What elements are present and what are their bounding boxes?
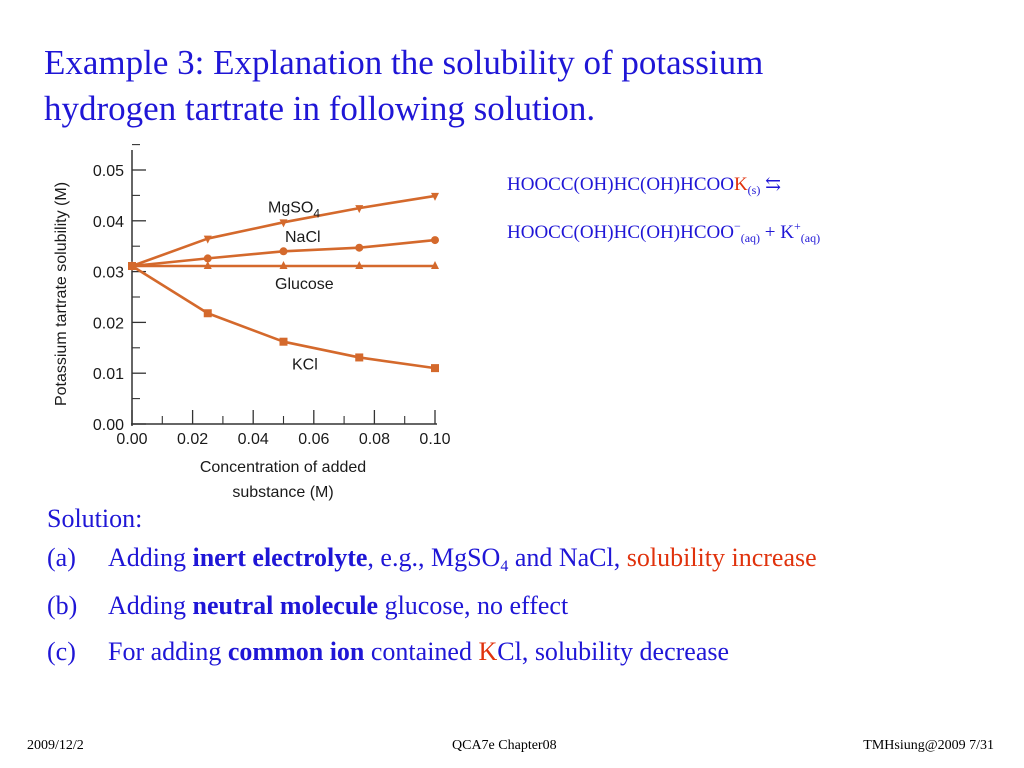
solution-c-mid: contained <box>364 637 479 666</box>
chart-labels: MgSO4 NaCl Glucose KCl <box>268 200 334 374</box>
equilibrium-arrow-icon: ⇆ <box>765 174 782 195</box>
solution-item-a-label: (a) <box>47 543 76 572</box>
solution-item-c-label: (c) <box>47 637 76 666</box>
solution-c-pre: For adding <box>108 637 228 666</box>
equation-line-2: HOOCC(OH)HC(OH)HCOO−(aq) + K+(aq) <box>507 208 820 256</box>
solution-item-b-text: Adding neutral molecule glucose, no effe… <box>108 588 1007 624</box>
solution-b-pre: Adding <box>108 591 193 620</box>
data-point-mgso4 <box>431 192 439 201</box>
solution-item-b: (b) Adding neutral molecule glucose, no … <box>47 588 1007 624</box>
slide-footer: 2009/12/2 QCA7e Chapter08 TMHsiung@2009 … <box>0 738 1024 762</box>
solution-item-c: (c) For adding common ion contained KCl,… <box>47 634 1007 670</box>
data-point-nacl <box>355 243 364 252</box>
chart-axes: 0.00 0.01 0.02 0.03 0.04 0.05 0.00 0.02 0.04 0.06… <box>53 144 451 501</box>
series-label-kcl: KCl <box>292 357 318 374</box>
data-point-nacl <box>279 247 288 256</box>
x-tick-label: 0.08 <box>359 431 390 448</box>
solution-a-post: and NaCl, <box>508 543 627 572</box>
data-point-kcl <box>203 309 212 318</box>
data-point-mgso4 <box>355 205 364 214</box>
x-tick-label: 0.04 <box>238 431 269 448</box>
x-tick-label: 0.10 <box>419 431 450 448</box>
solution-c-red: K <box>478 637 498 666</box>
solution-a-pre: Adding <box>108 543 193 572</box>
equation-solid-state: (s) <box>747 183 761 197</box>
solution-item-c-text: For adding common ion contained KCl, sol… <box>108 634 1007 670</box>
data-point-nacl <box>431 236 439 245</box>
data-point-kcl <box>431 364 439 373</box>
x-axis-label-line-2: substance (M) <box>232 484 333 501</box>
solution-heading: Solution: <box>47 504 143 533</box>
equation-anion-charge: − <box>733 219 741 233</box>
y-tick-label: 0.00 <box>93 417 124 434</box>
solution-a-mid: , e.g., MgSO <box>367 543 501 572</box>
series-label-mgso4: MgSO4 <box>268 200 320 221</box>
equation-product-cation: + K <box>760 222 794 243</box>
dissociation-equation: HOOCC(OH)HC(OH)HCOOK(s) ⇆ HOOCC(OH)HC(OH… <box>507 167 820 256</box>
data-point-kcl <box>355 353 364 362</box>
chart-series <box>128 192 439 373</box>
solution-a-sub: 4 <box>500 558 509 575</box>
solution-item-a: (a) Adding inert electrolyte, e.g., MgSO… <box>47 540 1007 585</box>
data-point-glucose <box>355 261 364 270</box>
x-tick-label: 0.06 <box>298 431 329 448</box>
y-tick-label: 0.01 <box>93 366 124 383</box>
data-point-glucose <box>431 261 439 270</box>
y-tick-label: 0.02 <box>93 315 124 332</box>
equation-reactant-potassium: K <box>733 174 748 195</box>
solution-b-bold: neutral molecule <box>192 591 379 620</box>
data-point-glucose <box>203 261 212 270</box>
y-tick-label: 0.04 <box>93 214 124 231</box>
data-point-glucose <box>279 261 288 270</box>
data-point-mgso4 <box>279 219 288 228</box>
data-point-nacl <box>203 254 212 263</box>
slide-title: Example 3: Explanation the solubility of… <box>44 40 1004 132</box>
equation-cation-charge: + <box>793 219 801 233</box>
solution-c-post: Cl, solubility decrease <box>497 637 730 666</box>
x-axis-label-line-1: Concentration of added <box>200 459 366 476</box>
equation-aq-state-2: (aq) <box>800 231 821 245</box>
solution-a-bold: inert electrolyte <box>192 543 368 572</box>
series-label-subscript: 4 <box>313 207 320 221</box>
x-tick-label: 0.02 <box>177 431 208 448</box>
solution-b-post: glucose, no effect <box>378 591 569 620</box>
equation-line-1: HOOCC(OH)HC(OH)HCOOK(s) ⇆ <box>507 167 820 208</box>
slide-title-line-2: hydrogen tartrate in following solution. <box>44 89 596 128</box>
data-point-mgso4 <box>203 235 212 244</box>
solution-a-red: solubility increase <box>626 543 817 572</box>
y-axis-label: Potassium tartrate solubility (M) <box>53 182 70 406</box>
solution-section: Solution: (a) Adding inert electrolyte, … <box>47 501 1007 670</box>
x-tick-label: 0.00 <box>116 431 147 448</box>
data-point-kcl <box>128 262 136 271</box>
data-point-kcl <box>279 337 288 346</box>
footer-page: TMHsiung@2009 7/31 <box>863 738 994 753</box>
solubility-chart: 0.00 0.01 0.02 0.03 0.04 0.05 0.00 0.02 0.04 0.06… <box>53 144 451 501</box>
slide-title-line-1: Example 3: Explanation the solubility of… <box>44 43 764 82</box>
series-label-nacl: NaCl <box>285 229 321 246</box>
equation-reactant: HOOCC(OH)HC(OH)HCOO <box>507 174 734 195</box>
equation-aq-state-1: (aq) <box>740 231 761 245</box>
footer-chapter: QCA7e Chapter08 <box>452 738 557 753</box>
y-tick-label: 0.03 <box>93 265 124 282</box>
equation-product-anion: HOOCC(OH)HC(OH)HCOO <box>507 222 734 243</box>
y-tick-label: 0.05 <box>93 163 124 180</box>
footer-date: 2009/12/2 <box>27 738 84 753</box>
series-label-glucose: Glucose <box>275 276 334 293</box>
solution-c-bold: common ion <box>227 637 365 666</box>
solution-item-a-text: Adding inert electrolyte, e.g., MgSO4 an… <box>108 540 1007 585</box>
solution-item-b-label: (b) <box>47 591 78 620</box>
